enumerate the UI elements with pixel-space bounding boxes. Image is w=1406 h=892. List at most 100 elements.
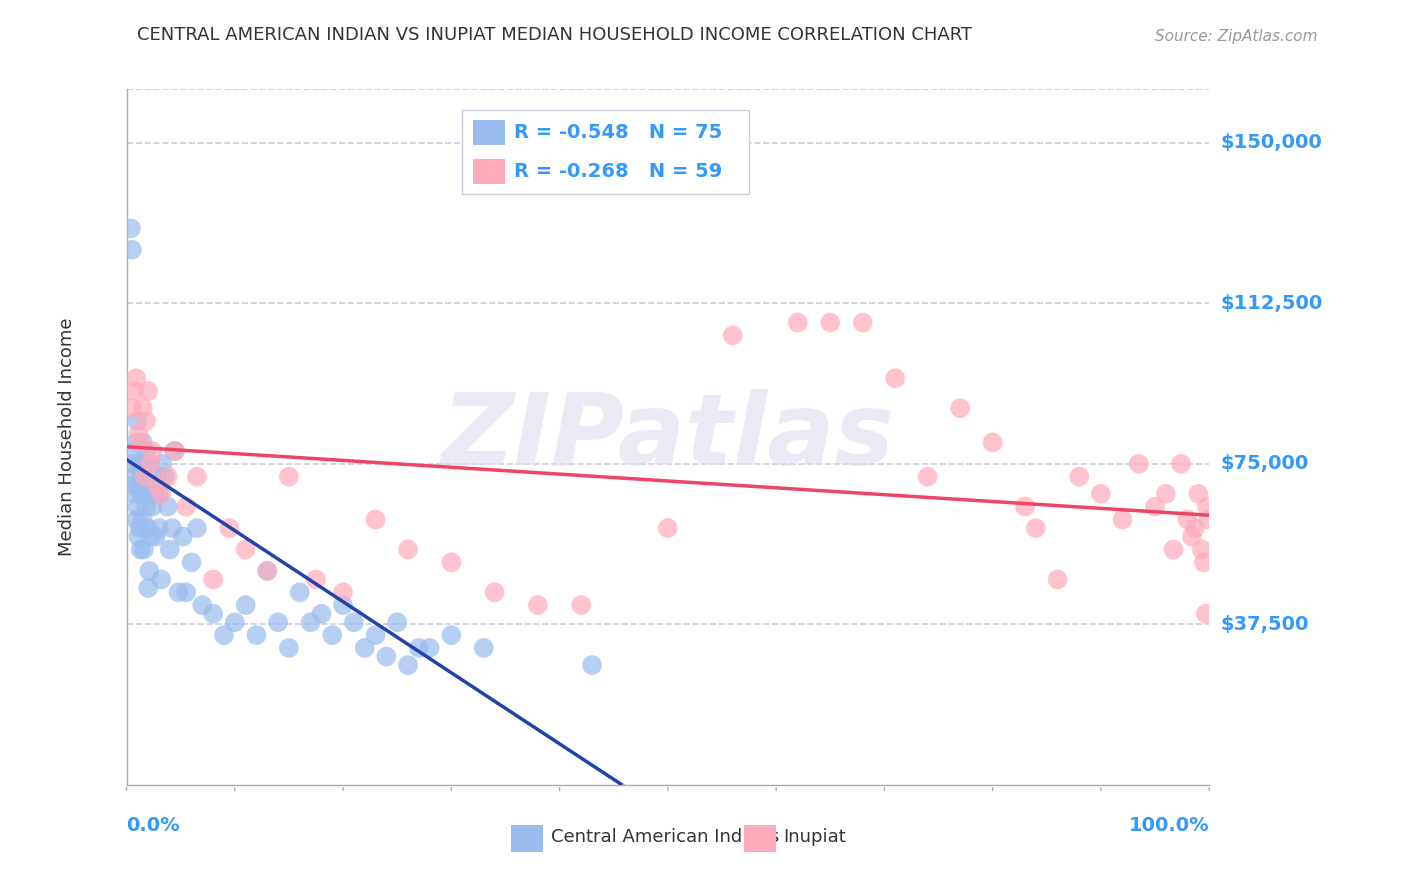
Point	[408, 640, 430, 655]
Point	[136, 581, 159, 595]
Point	[150, 487, 173, 501]
Point	[332, 598, 354, 612]
Text: Source: ZipAtlas.com: Source: ZipAtlas.com	[1154, 29, 1317, 44]
Point	[1181, 530, 1204, 544]
Point	[172, 530, 194, 544]
Point	[1111, 512, 1133, 526]
Text: $37,500: $37,500	[1220, 615, 1309, 634]
Point	[1192, 555, 1215, 569]
Text: R = -0.548   N = 75: R = -0.548 N = 75	[515, 123, 723, 142]
Point	[1170, 457, 1192, 471]
Point	[132, 487, 155, 501]
Point	[121, 457, 143, 471]
Point	[142, 487, 165, 501]
Point	[981, 435, 1004, 450]
Point	[299, 615, 322, 630]
Point	[163, 444, 186, 458]
Point	[191, 598, 214, 612]
Point	[278, 640, 301, 655]
Text: CENTRAL AMERICAN INDIAN VS INUPIAT MEDIAN HOUSEHOLD INCOME CORRELATION CHART: CENTRAL AMERICAN INDIAN VS INUPIAT MEDIA…	[138, 26, 973, 44]
Point	[1191, 542, 1213, 557]
Point	[134, 469, 156, 483]
Point	[1195, 500, 1218, 514]
Point	[128, 521, 150, 535]
Point	[1187, 487, 1209, 501]
Point	[256, 564, 278, 578]
Bar	[744, 824, 776, 853]
Point	[139, 487, 162, 501]
Point	[128, 457, 150, 471]
Point	[1014, 500, 1036, 514]
Point	[150, 573, 173, 587]
Text: ZIPatlas: ZIPatlas	[441, 389, 894, 485]
Point	[267, 615, 290, 630]
Point	[127, 478, 149, 492]
Point	[132, 512, 155, 526]
Point	[146, 469, 169, 483]
Point	[159, 542, 181, 557]
Point	[1046, 573, 1069, 587]
Point	[139, 457, 162, 471]
Point	[156, 469, 179, 483]
Point	[1154, 487, 1177, 501]
Point	[1144, 500, 1167, 514]
Point	[186, 521, 208, 535]
Point	[235, 598, 257, 612]
Point	[364, 512, 387, 526]
Point	[129, 487, 152, 501]
Point	[141, 530, 163, 544]
Point	[1025, 521, 1047, 535]
Point	[127, 530, 149, 544]
Point	[131, 469, 153, 483]
Point	[180, 555, 202, 569]
Point	[1177, 512, 1199, 526]
Point	[721, 328, 744, 343]
Point	[1184, 521, 1206, 535]
Bar	[510, 824, 543, 853]
Point	[202, 573, 225, 587]
Text: $112,500: $112,500	[1220, 293, 1323, 313]
Point	[212, 628, 235, 642]
Point	[150, 457, 173, 471]
Point	[396, 658, 419, 673]
Point	[818, 316, 841, 330]
Point	[136, 457, 159, 471]
Point	[218, 521, 240, 535]
Point	[174, 500, 197, 514]
Point	[581, 658, 603, 673]
Point	[657, 521, 679, 535]
Point	[419, 640, 441, 655]
Text: $150,000: $150,000	[1220, 133, 1322, 153]
FancyBboxPatch shape	[463, 110, 749, 194]
Point	[148, 487, 170, 501]
Point	[148, 521, 170, 535]
Point	[121, 401, 143, 416]
Point	[311, 607, 333, 621]
Point	[124, 444, 146, 458]
Text: 100.0%: 100.0%	[1129, 815, 1209, 835]
Point	[156, 500, 179, 514]
Point	[135, 444, 157, 458]
Point	[484, 585, 506, 599]
Point	[129, 435, 152, 450]
Point	[1197, 512, 1219, 526]
Point	[288, 585, 311, 599]
Text: $75,000: $75,000	[1220, 454, 1309, 474]
Bar	[472, 120, 506, 145]
Point	[569, 598, 592, 612]
Text: Inupiat: Inupiat	[783, 828, 846, 847]
Point	[122, 384, 145, 398]
Text: Median Household Income: Median Household Income	[58, 318, 76, 557]
Point	[127, 414, 149, 428]
Point	[138, 564, 160, 578]
Point	[527, 598, 550, 612]
Point	[852, 316, 875, 330]
Point	[145, 530, 167, 544]
Point	[949, 401, 972, 416]
Point	[167, 585, 190, 599]
Point	[122, 469, 145, 483]
Point	[121, 243, 143, 257]
Point	[440, 555, 463, 569]
Text: R = -0.268   N = 59: R = -0.268 N = 59	[515, 161, 723, 181]
Point	[472, 640, 495, 655]
